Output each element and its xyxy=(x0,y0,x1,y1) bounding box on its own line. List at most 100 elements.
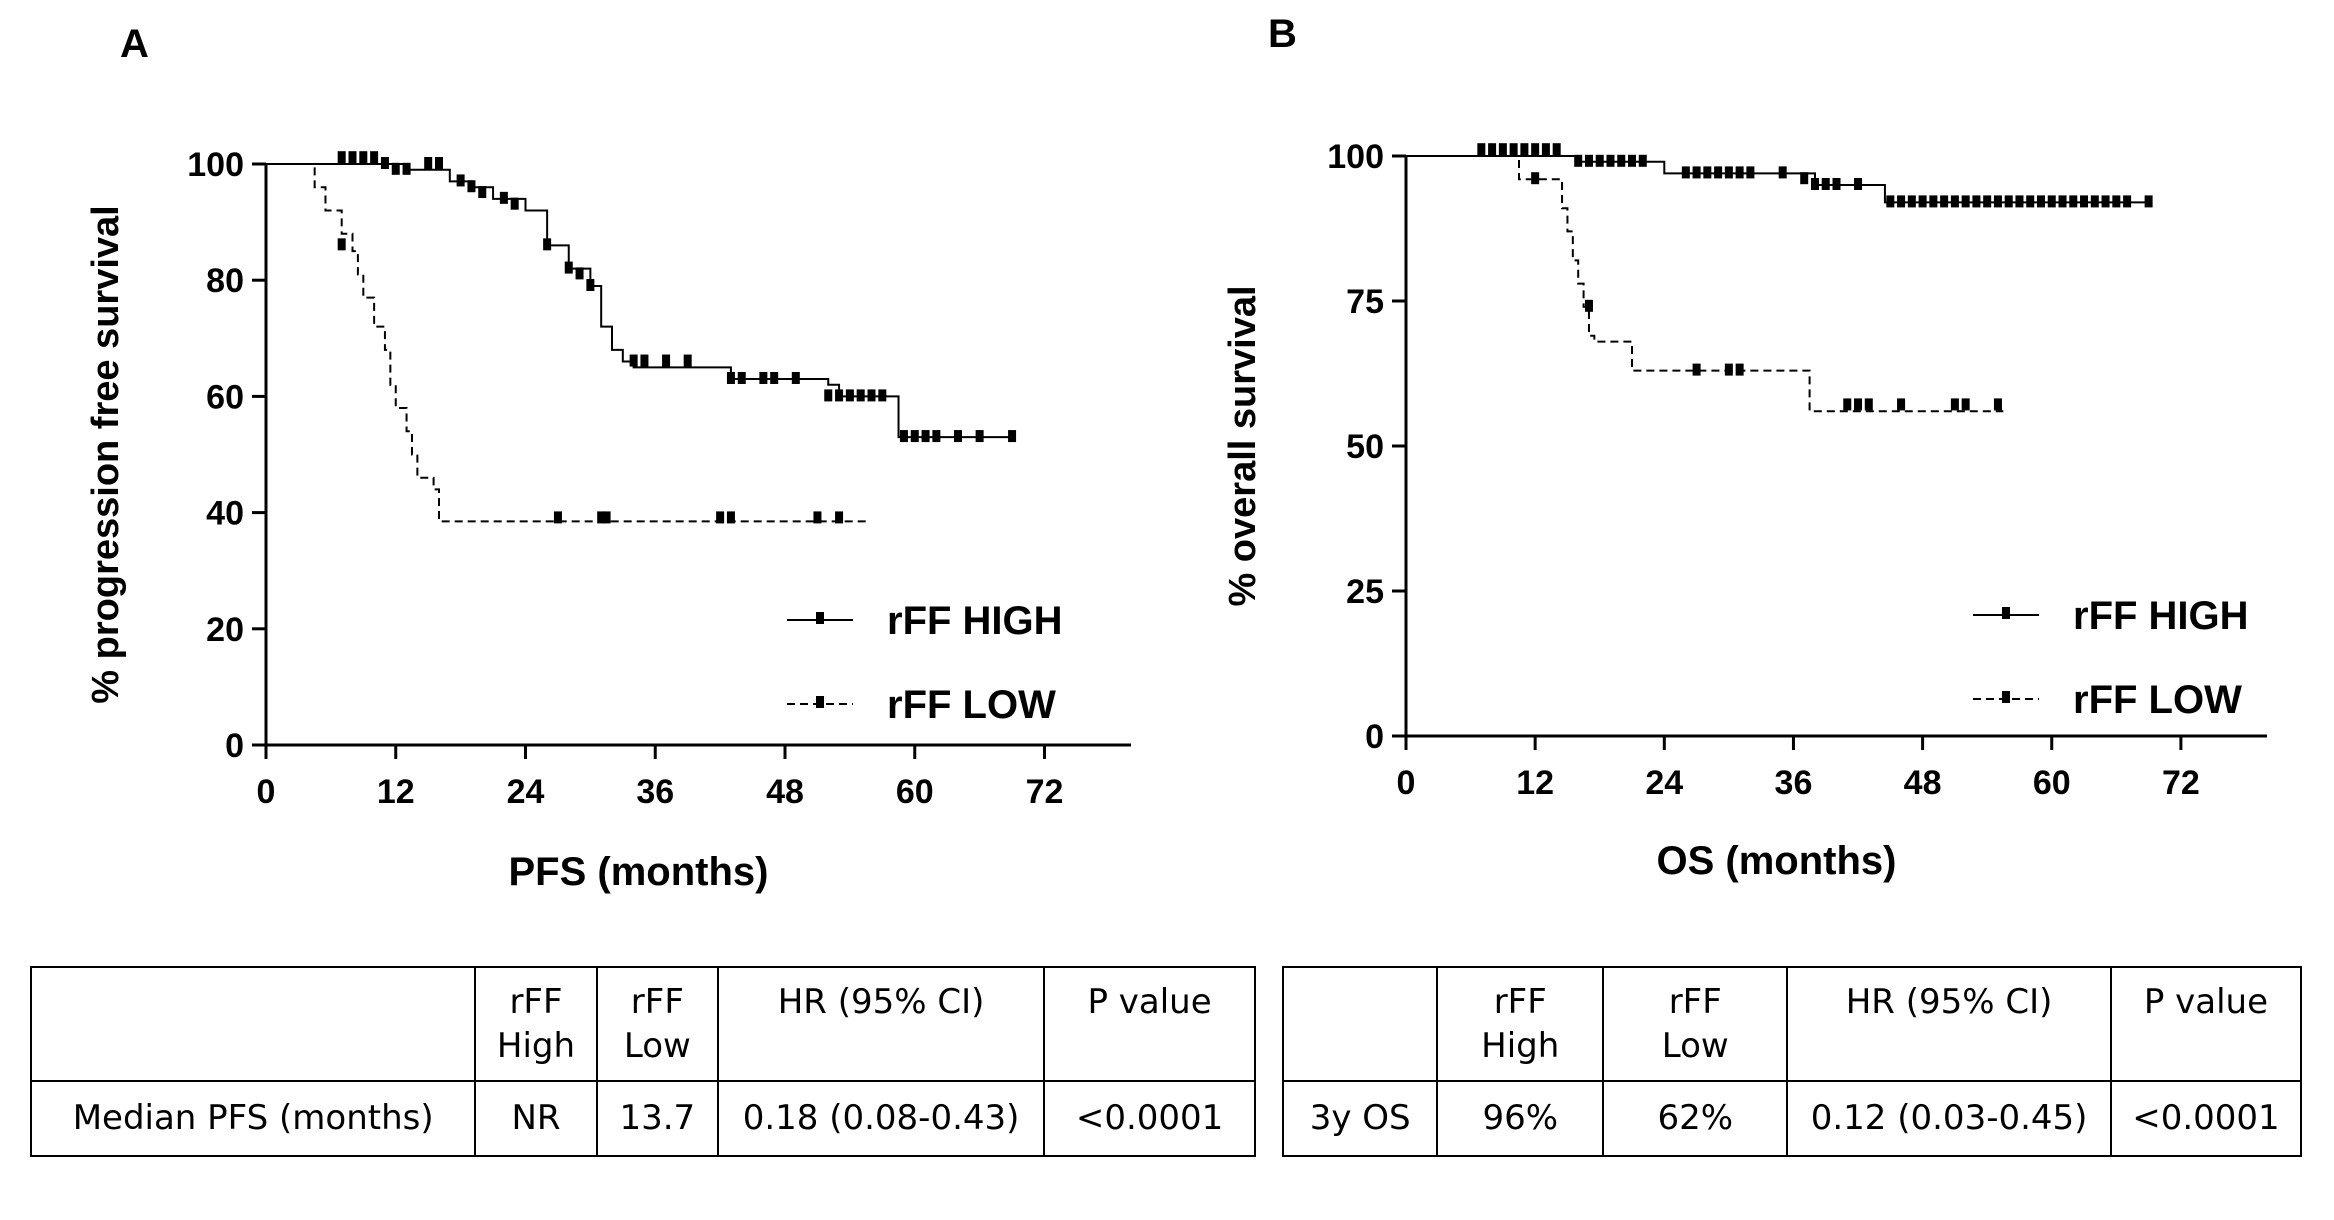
legend-label: rFF LOW xyxy=(2073,678,2242,722)
y-axis-label: % overall survival xyxy=(1222,285,1264,606)
censor-mark xyxy=(1520,143,1529,156)
censor-mark xyxy=(337,151,346,164)
censor-mark xyxy=(510,197,519,210)
x-tick-label: 0 xyxy=(1397,764,1416,802)
y-tick-label: 80 xyxy=(206,262,244,300)
censor-mark xyxy=(435,157,443,169)
header-cell: HR (95% CI) xyxy=(1786,965,2112,1083)
censor-mark xyxy=(824,389,833,402)
table-cell: <0.0001 xyxy=(2109,1080,2303,1157)
censor-mark xyxy=(1692,166,1701,179)
y-tick-label: 40 xyxy=(206,495,244,533)
censor-mark xyxy=(1854,398,1863,411)
censor-mark xyxy=(770,371,779,384)
table-cell: <0.0001 xyxy=(1043,1080,1256,1157)
censor-mark xyxy=(1778,166,1787,179)
censor-mark xyxy=(835,511,844,524)
censor-mark xyxy=(1008,430,1017,443)
series-line-low xyxy=(1406,155,2004,413)
header-cell xyxy=(29,965,477,1083)
censor-mark xyxy=(975,430,984,443)
censor-mark xyxy=(478,186,487,199)
censor-mark xyxy=(716,511,725,524)
censor-mark xyxy=(499,191,508,204)
table-row: 3y OS 96% 62% 0.12 (0.03-0.45) <0.0001 xyxy=(1281,1080,2303,1157)
censor-mark xyxy=(370,151,379,164)
censor-mark xyxy=(1940,195,1949,208)
x-tick-label: 36 xyxy=(636,773,674,811)
x-tick-label: 12 xyxy=(1516,764,1554,802)
censor-mark xyxy=(456,174,465,187)
censor-mark xyxy=(586,279,595,292)
censor-mark xyxy=(391,162,400,175)
legend-label: rFF HIGH xyxy=(2073,594,2249,638)
censor-mark xyxy=(1907,195,1916,208)
y-tick-label: 100 xyxy=(187,146,244,184)
censor-mark xyxy=(1993,195,2002,208)
censor-mark xyxy=(1918,195,1927,208)
censor-mark xyxy=(759,371,768,384)
y-tick-label: 0 xyxy=(225,727,244,765)
censor-mark xyxy=(791,371,800,384)
censor-mark xyxy=(1531,143,1540,156)
legend-marker xyxy=(2002,607,2010,619)
censor-mark xyxy=(867,389,876,402)
censor-mark xyxy=(348,151,357,164)
censor-mark xyxy=(1983,195,1992,208)
y-tick-label: 0 xyxy=(1365,718,1384,756)
censor-mark xyxy=(2101,195,2110,208)
censor-mark xyxy=(2004,195,2013,208)
censor-mark xyxy=(1897,398,1906,411)
legend-marker xyxy=(816,696,824,708)
censor-mark xyxy=(564,261,573,274)
os-summary-table: rFF High rFF Low HR (95% CI) P value 3y … xyxy=(1281,965,2303,1157)
censor-mark xyxy=(2112,195,2121,208)
censor-mark xyxy=(543,238,552,251)
censor-mark xyxy=(1950,195,1959,208)
censor-mark xyxy=(602,511,611,524)
censor-mark xyxy=(921,430,930,443)
header-cell: HR (95% CI) xyxy=(716,965,1046,1083)
censor-mark xyxy=(910,430,919,443)
censor-mark xyxy=(1584,299,1593,312)
header-cell: rFF High xyxy=(474,965,598,1083)
censor-mark xyxy=(1929,195,1938,208)
censor-mark xyxy=(856,389,865,402)
censor-mark xyxy=(813,511,822,524)
x-axis-label: PFS (months) xyxy=(509,850,769,894)
censor-mark xyxy=(2090,195,2099,208)
censor-mark xyxy=(1692,363,1701,376)
censor-mark xyxy=(954,430,962,443)
x-tick-label: 24 xyxy=(1645,764,1683,802)
censor-mark xyxy=(845,389,854,402)
header-cell xyxy=(1281,965,1439,1083)
x-tick-label: 12 xyxy=(377,773,415,811)
legend-label: rFF LOW xyxy=(887,683,1056,727)
censor-mark xyxy=(2080,195,2089,208)
censor-mark xyxy=(467,180,476,193)
x-tick-label: 60 xyxy=(2033,764,2071,802)
censor-mark xyxy=(1886,195,1895,208)
censor-mark xyxy=(1724,363,1733,376)
censor-mark xyxy=(1961,398,1970,411)
censor-mark xyxy=(1724,166,1733,179)
y-axis-label: % progression free survival xyxy=(85,205,127,703)
censor-mark xyxy=(932,430,941,443)
censor-mark xyxy=(337,238,346,251)
censor-mark xyxy=(1531,172,1540,185)
censor-mark xyxy=(380,157,389,169)
y-tick-label: 25 xyxy=(1346,573,1384,611)
censor-mark xyxy=(1714,166,1723,179)
censor-mark xyxy=(1617,154,1626,167)
row-label: 3y OS xyxy=(1281,1080,1439,1157)
censor-mark xyxy=(1735,166,1744,179)
censor-mark xyxy=(1993,398,2002,411)
table-cell: 13.7 xyxy=(595,1080,719,1157)
row-label: Median PFS (months) xyxy=(29,1080,477,1157)
censor-mark xyxy=(737,371,746,384)
y-tick-label: 50 xyxy=(1346,428,1384,466)
panel-letter-a: A xyxy=(120,22,149,66)
censor-mark xyxy=(835,389,844,402)
survival-plots: 0 20 40 60 80 100 0 12 24 36 48 60 72 % progression f… xyxy=(85,138,2267,894)
censor-mark xyxy=(1843,398,1852,411)
